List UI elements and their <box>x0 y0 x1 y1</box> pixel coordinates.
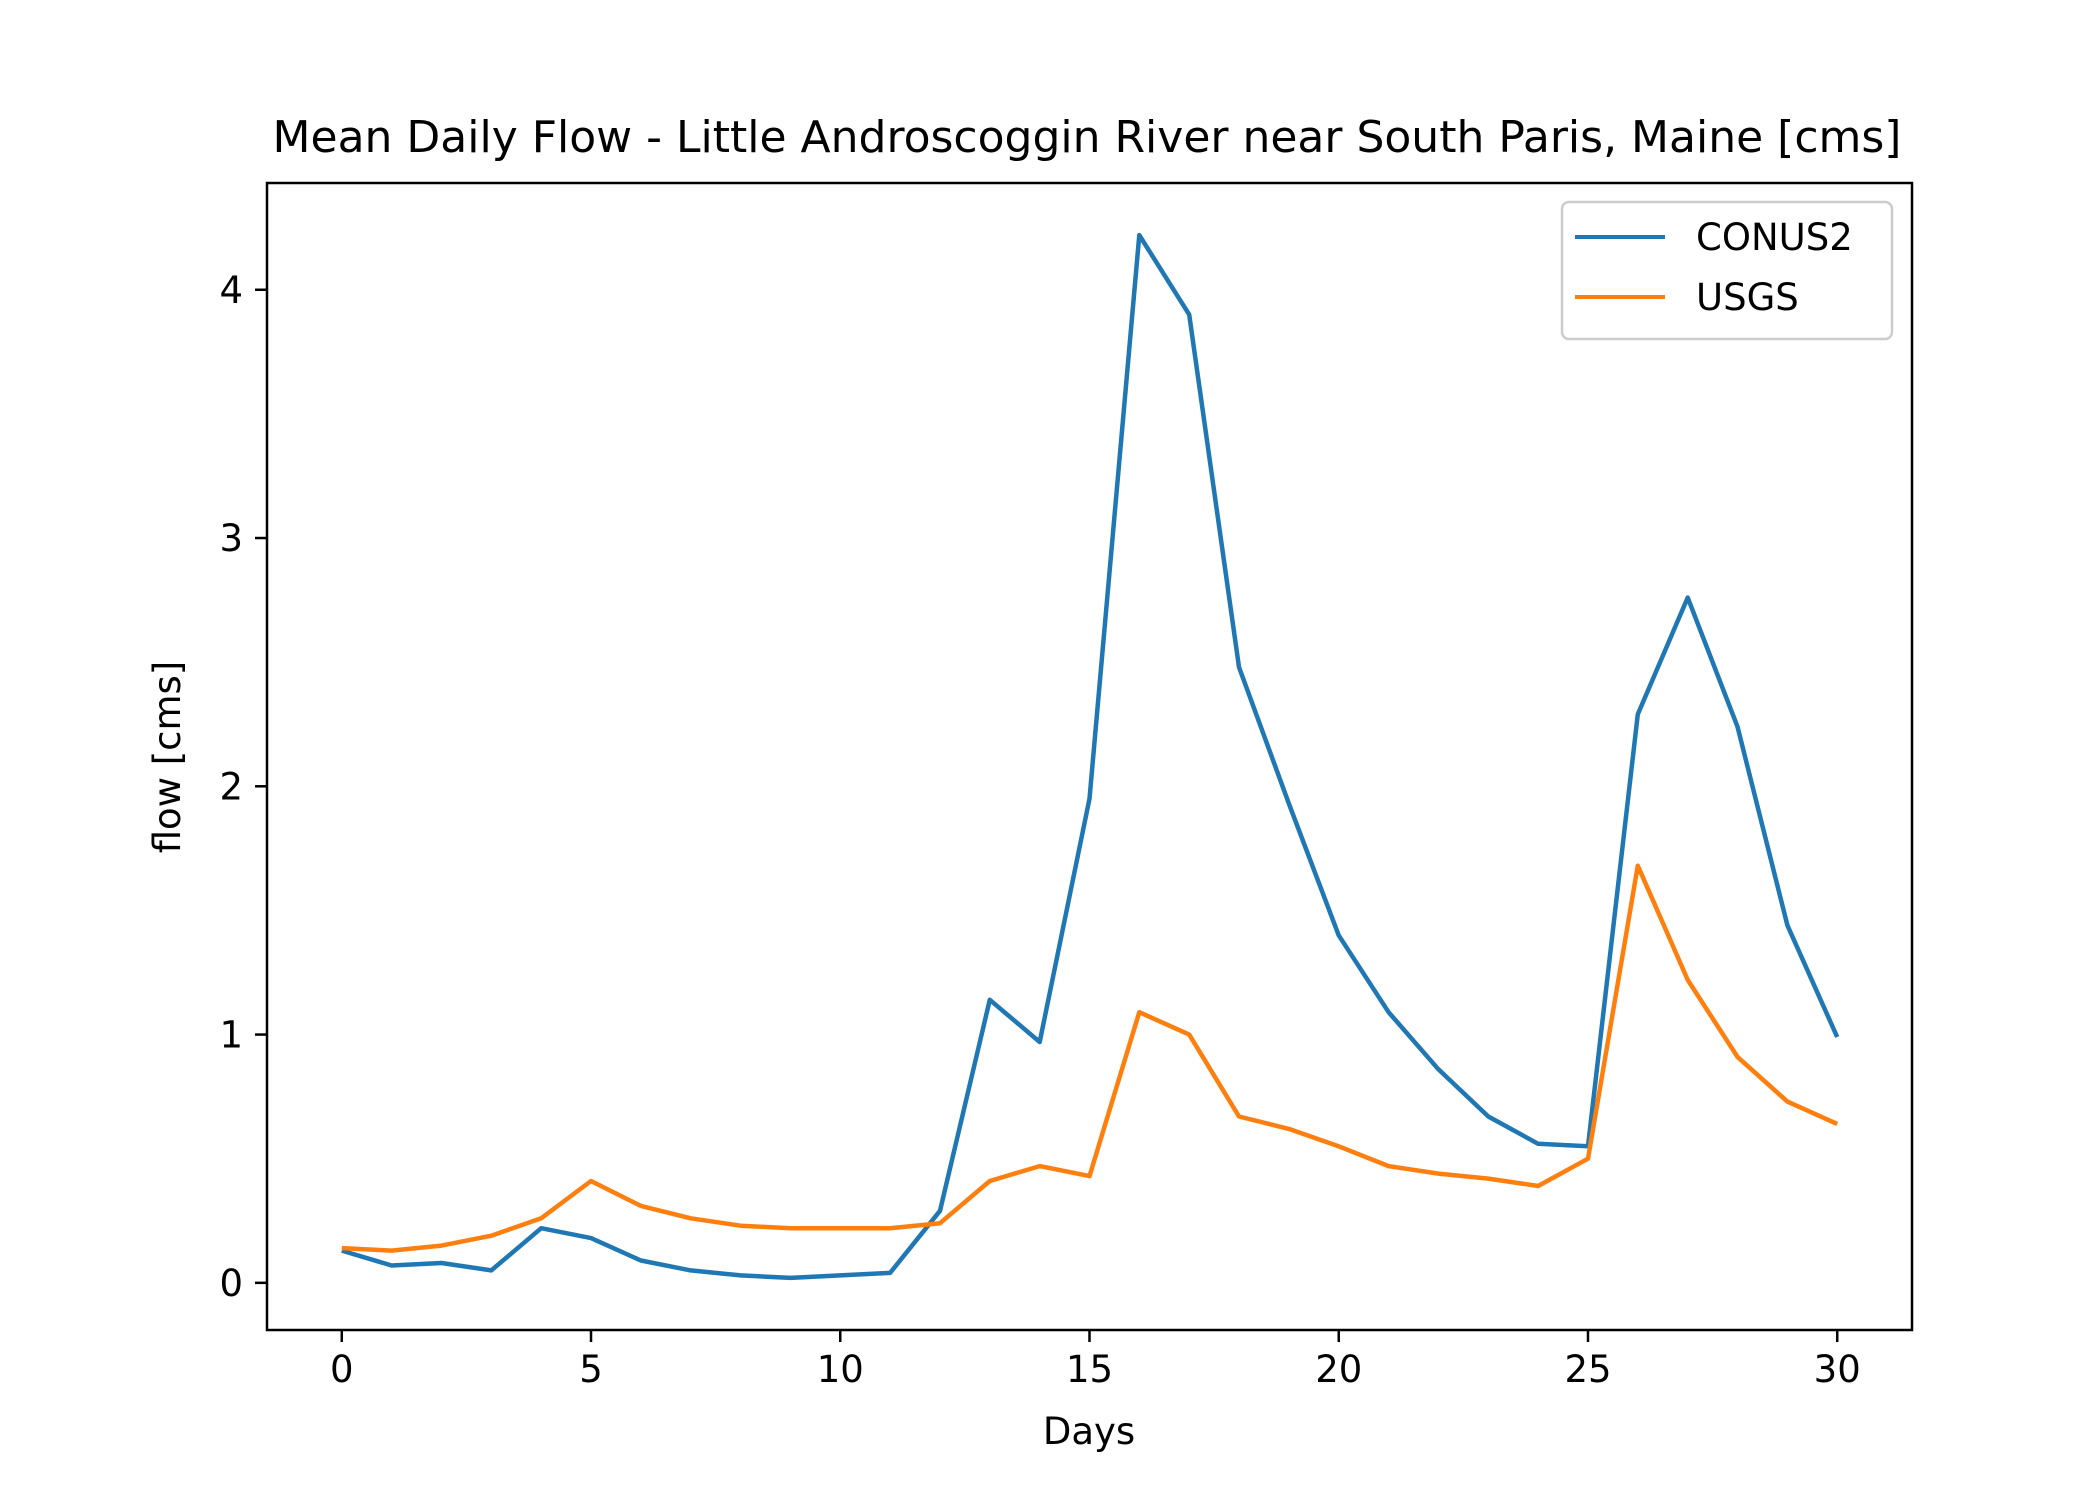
x-axis-ticks: 0 5 10 15 20 25 30 <box>330 1330 1861 1391</box>
y-tick-label: 3 <box>219 517 243 560</box>
x-tick-label: 30 <box>1814 1348 1861 1391</box>
x-tick-label: 15 <box>1066 1348 1113 1391</box>
series-line-usgs <box>341 863 1839 1253</box>
legend-label-conus2: CONUS2 <box>1696 216 1853 259</box>
y-tick-label: 4 <box>219 269 243 312</box>
y-tick-label: 0 <box>219 1262 243 1305</box>
legend: CONUS2 USGS <box>1560 200 1894 341</box>
x-tick-label: 10 <box>817 1348 864 1391</box>
y-tick-label: 2 <box>219 765 243 808</box>
y-tick-label: 1 <box>219 1014 243 1057</box>
x-tick-label: 20 <box>1315 1348 1362 1391</box>
y-axis-ticks: 0 1 2 3 4 <box>219 269 267 1305</box>
x-tick-label: 25 <box>1564 1348 1611 1391</box>
y-axis-label: flow [cms] <box>146 661 189 854</box>
chart-title: Mean Daily Flow - Little Androscoggin Ri… <box>273 112 1902 163</box>
x-tick-label: 0 <box>330 1348 354 1391</box>
x-axis-label: Days <box>1043 1410 1135 1453</box>
x-tick-label: 5 <box>579 1348 603 1391</box>
legend-label-usgs: USGS <box>1696 276 1799 319</box>
plot-series-group <box>341 232 1840 1281</box>
